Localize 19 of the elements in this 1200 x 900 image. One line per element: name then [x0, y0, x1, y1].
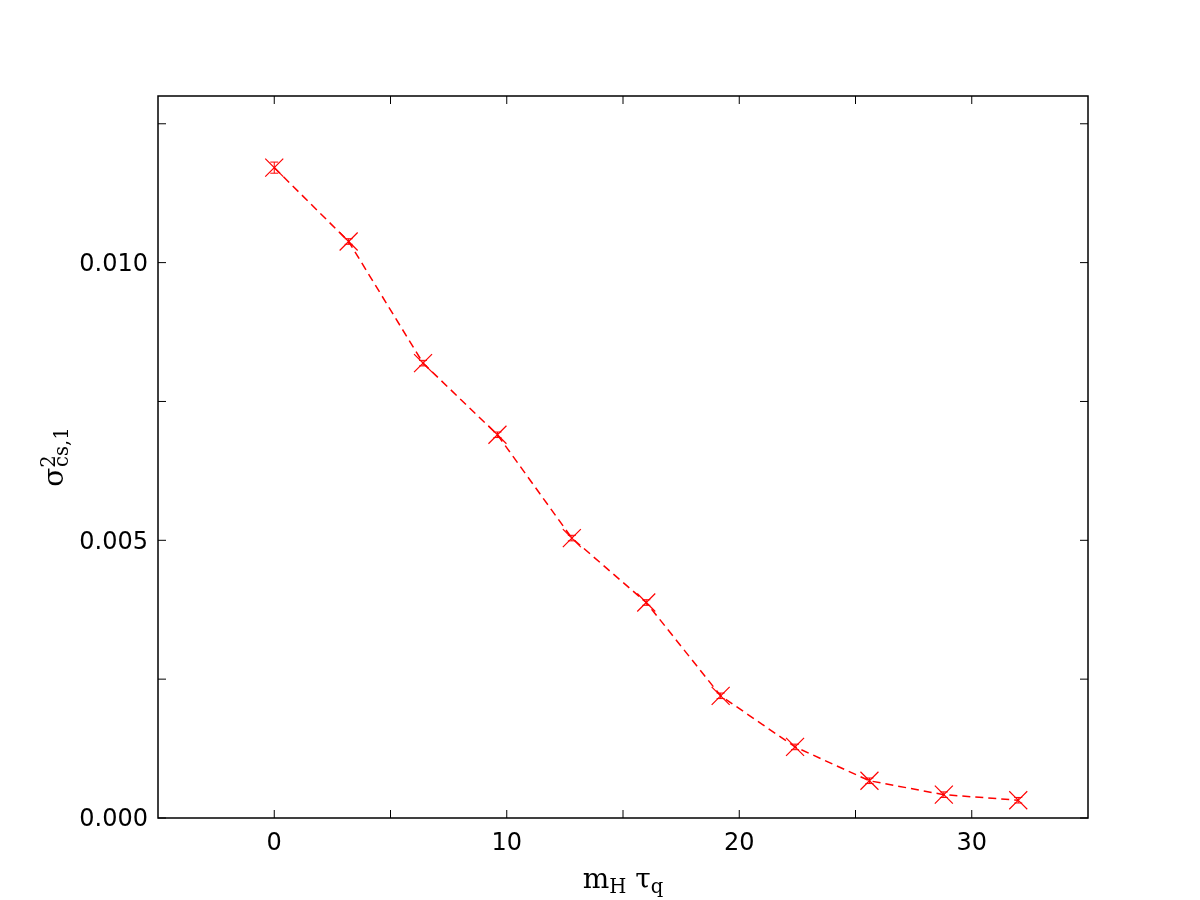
point	[413, 353, 433, 373]
point	[636, 592, 656, 613]
point	[339, 231, 359, 252]
y-tick-label: 0.010	[79, 249, 148, 278]
point	[711, 686, 731, 706]
point	[785, 737, 805, 757]
point	[1008, 790, 1028, 810]
x-tick-label: 20	[723, 828, 755, 856]
point	[487, 425, 508, 445]
x-tick-label: 30	[956, 828, 988, 856]
x-tick-label: 0	[266, 828, 282, 856]
y-tick-label: 0.000	[79, 804, 148, 833]
point	[562, 528, 582, 548]
point	[859, 771, 880, 791]
y-tick-label: 0.005	[79, 526, 148, 555]
x-tick-label: 10	[491, 828, 523, 856]
point	[934, 785, 954, 805]
point	[264, 158, 284, 178]
x-axis-title: m$_{H}$ τ$_{q}$	[582, 862, 664, 898]
